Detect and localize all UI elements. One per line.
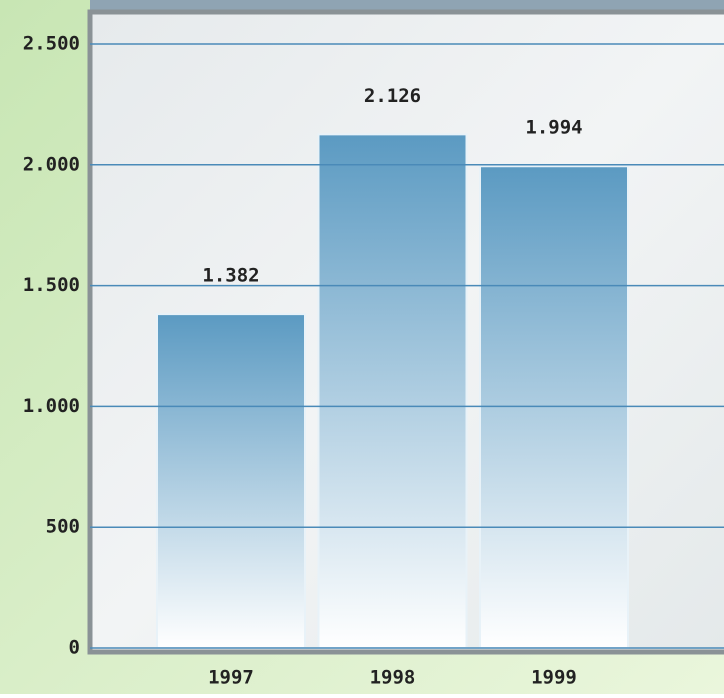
y-tick-label: 0 (69, 637, 80, 659)
y-tick-label: 1.500 (23, 274, 80, 296)
y-tick-label: 500 (46, 516, 80, 538)
x-tick-label: 1999 (531, 667, 577, 689)
page: 1.382 1997 2.126 1998 1.994 1999 0 500 1.000 1.50… (0, 0, 724, 694)
x-tick-label: 1997 (208, 667, 254, 689)
y-tick-label: 1.000 (23, 395, 80, 417)
value-label: 2.126 (364, 85, 421, 107)
bar (319, 134, 467, 648)
value-label: 1.382 (202, 265, 259, 287)
bar (157, 314, 305, 648)
x-tick-label: 1998 (370, 667, 416, 689)
y-tick-label: 2.500 (23, 33, 80, 55)
y-tick-label: 2.000 (23, 153, 80, 175)
value-label: 1.994 (525, 117, 582, 139)
chart: 1.382 1997 2.126 1998 1.994 1999 0 500 1.000 1.50… (0, 0, 724, 694)
